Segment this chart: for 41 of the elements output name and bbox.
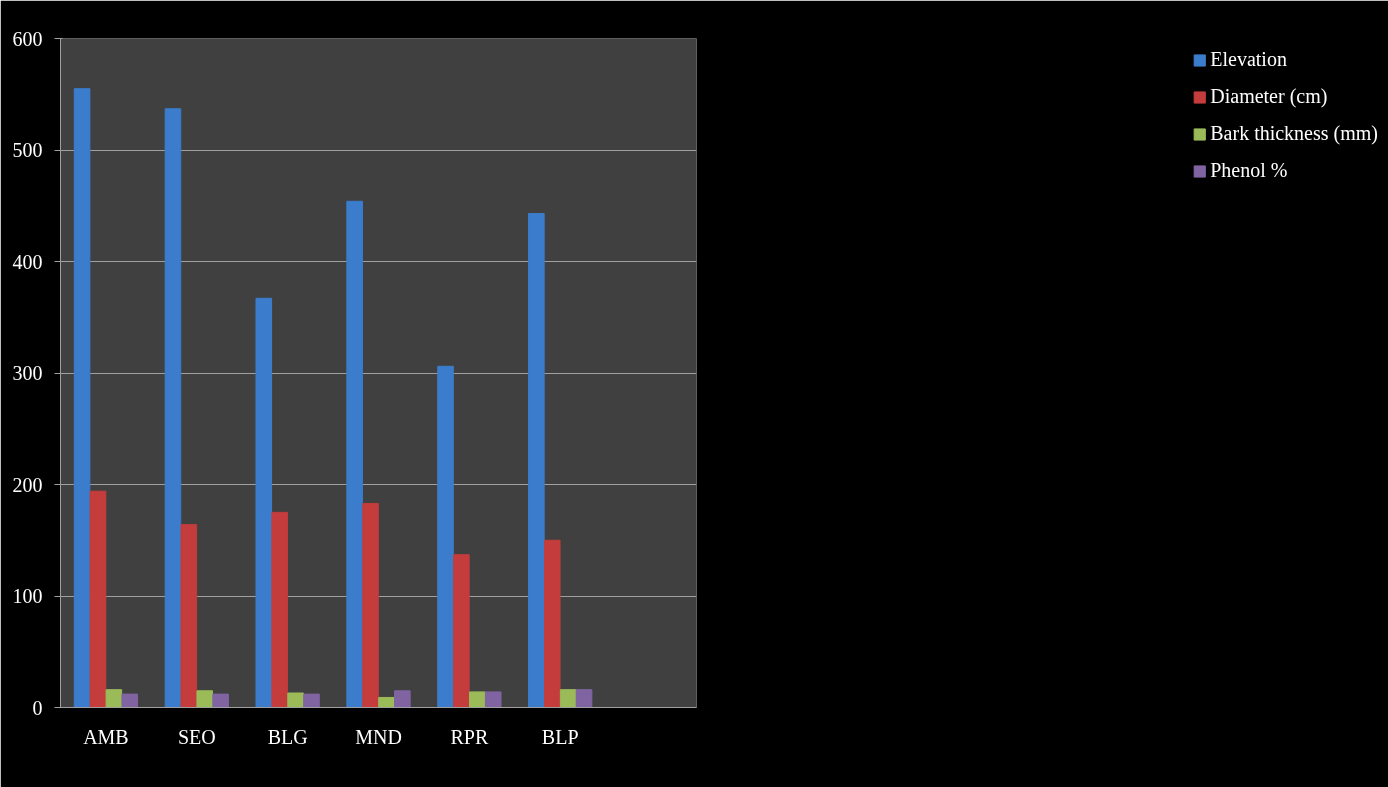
x-tick-label: SEO bbox=[177, 725, 216, 748]
bar bbox=[287, 692, 304, 708]
bar bbox=[528, 213, 545, 708]
bar bbox=[469, 691, 486, 708]
bar bbox=[164, 108, 182, 708]
bar bbox=[89, 490, 107, 708]
bar bbox=[484, 691, 502, 708]
bar bbox=[543, 539, 561, 708]
bar bbox=[255, 297, 273, 708]
x-tick-label: AMB bbox=[83, 725, 129, 748]
y-tick-label: 500 bbox=[12, 139, 43, 161]
bar bbox=[378, 696, 395, 708]
bar bbox=[73, 88, 91, 708]
bar bbox=[271, 511, 288, 708]
y-tick-label: 600 bbox=[12, 27, 43, 50]
y-tick-label: 0 bbox=[32, 696, 43, 719]
bar bbox=[346, 200, 363, 708]
y-tick-label: 200 bbox=[12, 473, 43, 496]
legend-label: Phenol % bbox=[1210, 159, 1288, 182]
y-tick-label: 100 bbox=[12, 585, 43, 607]
bar bbox=[121, 693, 139, 708]
y-tick-label: 300 bbox=[12, 362, 43, 384]
bar bbox=[196, 690, 214, 708]
y-tick-label: 400 bbox=[12, 250, 43, 273]
legend-label: Elevation bbox=[1210, 48, 1287, 71]
bar bbox=[212, 693, 229, 708]
bar bbox=[180, 524, 198, 708]
x-tick-label: BLP bbox=[541, 725, 579, 748]
bar bbox=[453, 554, 470, 708]
bar bbox=[575, 689, 593, 708]
bar bbox=[362, 502, 379, 708]
bar bbox=[437, 365, 454, 708]
bar bbox=[303, 693, 320, 708]
bar bbox=[105, 689, 123, 708]
x-tick-label: BLG bbox=[267, 725, 308, 748]
legend-label: Bark thickness (mm) bbox=[1210, 122, 1378, 145]
bar bbox=[394, 690, 411, 708]
legend-label: Diameter (cm) bbox=[1210, 85, 1328, 108]
bar bbox=[559, 689, 577, 708]
x-tick-label: MND bbox=[355, 725, 402, 748]
x-tick-label: RPR bbox=[450, 725, 489, 748]
